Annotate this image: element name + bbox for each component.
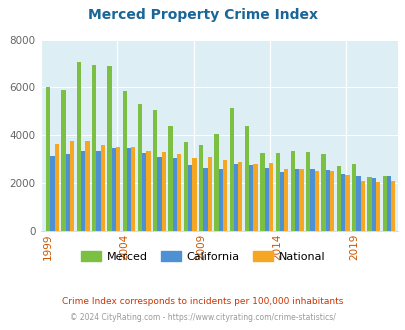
Bar bbox=[81, 151, 85, 231]
Bar bbox=[138, 104, 142, 231]
Bar bbox=[386, 176, 390, 231]
Bar bbox=[122, 91, 126, 231]
Bar bbox=[207, 157, 211, 231]
Bar bbox=[70, 141, 74, 231]
Bar bbox=[233, 164, 238, 231]
Bar bbox=[146, 151, 150, 231]
Bar bbox=[356, 176, 360, 231]
Bar bbox=[46, 87, 50, 231]
Bar bbox=[260, 153, 264, 231]
Bar bbox=[375, 182, 379, 231]
Bar bbox=[157, 157, 161, 231]
Bar bbox=[284, 169, 288, 231]
Bar bbox=[96, 151, 100, 231]
Bar bbox=[314, 171, 318, 231]
Bar bbox=[115, 147, 120, 231]
Bar bbox=[188, 165, 192, 231]
Bar bbox=[107, 66, 111, 231]
Bar bbox=[249, 165, 253, 231]
Bar bbox=[55, 144, 59, 231]
Bar bbox=[161, 152, 166, 231]
Bar bbox=[340, 174, 344, 231]
Bar bbox=[192, 158, 196, 231]
Bar bbox=[218, 169, 222, 231]
Bar bbox=[100, 145, 104, 231]
Text: © 2024 CityRating.com - https://www.cityrating.com/crime-statistics/: © 2024 CityRating.com - https://www.city… bbox=[70, 313, 335, 322]
Bar bbox=[61, 90, 66, 231]
Bar bbox=[329, 171, 333, 231]
Bar bbox=[198, 145, 203, 231]
Bar bbox=[305, 152, 310, 231]
Bar bbox=[382, 176, 386, 231]
Bar bbox=[177, 154, 181, 231]
Bar bbox=[325, 170, 329, 231]
Bar bbox=[294, 169, 298, 231]
Bar bbox=[310, 169, 314, 231]
Bar bbox=[66, 154, 70, 231]
Bar bbox=[279, 172, 283, 231]
Bar bbox=[229, 108, 233, 231]
Bar bbox=[238, 162, 242, 231]
Bar bbox=[360, 181, 364, 231]
Bar bbox=[131, 147, 135, 231]
Bar bbox=[268, 163, 273, 231]
Legend: Merced, California, National: Merced, California, National bbox=[76, 247, 329, 267]
Bar bbox=[126, 148, 131, 231]
Bar bbox=[153, 110, 157, 231]
Bar bbox=[183, 143, 188, 231]
Bar bbox=[203, 168, 207, 231]
Bar bbox=[367, 177, 371, 231]
Bar bbox=[172, 158, 177, 231]
Bar bbox=[275, 153, 279, 231]
Bar bbox=[142, 153, 146, 231]
Bar bbox=[336, 166, 340, 231]
Bar bbox=[111, 148, 115, 231]
Bar bbox=[344, 175, 349, 231]
Text: Crime Index corresponds to incidents per 100,000 inhabitants: Crime Index corresponds to incidents per… bbox=[62, 297, 343, 306]
Bar bbox=[298, 169, 303, 231]
Bar bbox=[214, 134, 218, 231]
Bar bbox=[222, 160, 227, 231]
Bar bbox=[253, 164, 257, 231]
Bar bbox=[390, 181, 394, 231]
Bar bbox=[264, 168, 268, 231]
Text: Merced Property Crime Index: Merced Property Crime Index bbox=[88, 8, 317, 22]
Bar bbox=[168, 126, 172, 231]
Bar bbox=[92, 65, 96, 231]
Bar bbox=[77, 62, 81, 231]
Bar bbox=[290, 151, 294, 231]
Bar bbox=[351, 164, 356, 231]
Bar bbox=[321, 154, 325, 231]
Bar bbox=[50, 156, 55, 231]
Bar bbox=[371, 178, 375, 231]
Bar bbox=[244, 126, 249, 231]
Bar bbox=[85, 141, 90, 231]
